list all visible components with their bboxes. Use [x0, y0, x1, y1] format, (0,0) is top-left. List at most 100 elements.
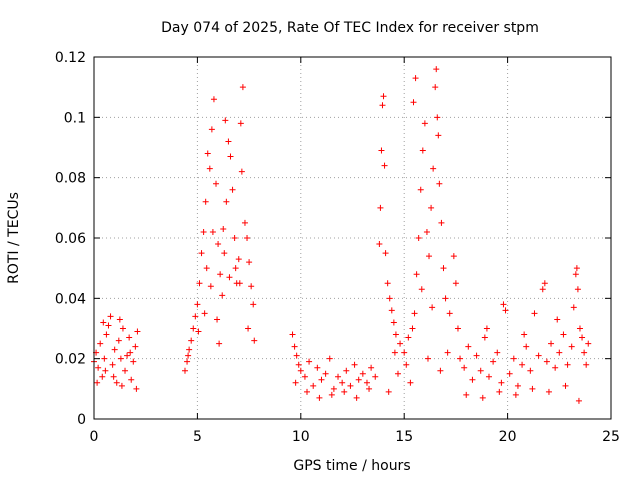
data-point — [432, 84, 439, 91]
y-tick-labels: 0 0.02 0.04 0.06 0.08 0.1 0.12 — [55, 50, 86, 428]
data-point — [435, 132, 442, 139]
data-point — [204, 150, 211, 157]
data-point — [292, 379, 299, 386]
data-point — [388, 307, 395, 314]
data-point — [102, 367, 109, 374]
data-point — [539, 286, 546, 293]
data-point — [293, 352, 300, 359]
data-point — [185, 352, 192, 359]
data-point — [418, 286, 425, 293]
data-point — [444, 349, 451, 356]
data-point — [581, 349, 588, 356]
data-point — [341, 388, 348, 395]
data-point — [220, 225, 227, 232]
data-point — [452, 280, 459, 287]
data-point — [219, 292, 226, 299]
data-point — [109, 361, 116, 368]
data-point — [133, 385, 140, 392]
data-point — [127, 349, 134, 356]
x-tick-label: 5 — [193, 429, 202, 445]
data-point — [194, 301, 201, 308]
data-point — [446, 310, 453, 317]
data-point — [412, 75, 419, 82]
data-point — [207, 283, 214, 290]
data-point — [198, 250, 205, 257]
data-point — [510, 355, 517, 362]
data-point — [306, 358, 313, 365]
data-point — [107, 313, 114, 320]
data-point — [126, 334, 133, 341]
data-point — [397, 340, 404, 347]
data-point — [562, 382, 569, 389]
y-tick-label: 0.1 — [64, 110, 86, 126]
data-point — [548, 340, 555, 347]
data-point — [401, 349, 408, 356]
data-point — [512, 391, 519, 398]
data-point — [217, 271, 224, 278]
grid-lines — [94, 57, 611, 419]
data-point — [454, 325, 461, 332]
data-point — [403, 361, 410, 368]
data-point — [552, 364, 559, 371]
data-point — [384, 280, 391, 287]
data-point — [184, 358, 191, 365]
data-point — [545, 388, 552, 395]
data-point — [380, 93, 387, 100]
data-point — [461, 364, 468, 371]
data-point — [195, 328, 202, 335]
data-point — [426, 253, 433, 260]
data-point — [188, 337, 195, 344]
data-point — [527, 367, 534, 374]
data-point — [322, 370, 329, 377]
data-point — [190, 325, 197, 332]
data-point — [134, 328, 141, 335]
data-point — [229, 186, 236, 193]
x-tick-label: 15 — [395, 429, 413, 445]
data-point — [181, 367, 188, 374]
data-point — [572, 271, 579, 278]
data-point — [382, 250, 389, 257]
data-point — [97, 340, 104, 347]
data-point — [226, 274, 233, 281]
data-point — [239, 84, 246, 91]
data-point — [433, 66, 440, 73]
x-tick-labels: 0 5 10 15 20 25 — [90, 429, 620, 445]
data-point — [221, 250, 228, 257]
data-point — [469, 376, 476, 383]
data-point — [214, 316, 221, 323]
data-point — [231, 235, 238, 241]
data-point — [583, 361, 590, 368]
data-point — [215, 241, 222, 248]
y-tick-label: 0.08 — [55, 171, 86, 187]
data-point — [110, 373, 117, 380]
data-point — [381, 162, 388, 169]
data-point — [227, 153, 234, 160]
data-point — [245, 325, 252, 332]
data-point — [519, 361, 526, 368]
data-point — [529, 385, 536, 392]
data-point — [206, 165, 213, 172]
data-point — [568, 343, 575, 350]
data-point — [208, 126, 215, 133]
data-point — [531, 310, 538, 317]
data-point — [543, 358, 550, 365]
data-point — [560, 331, 567, 338]
data-point — [535, 352, 542, 359]
data-point — [442, 295, 449, 302]
axis-ticks — [93, 56, 612, 420]
data-point — [225, 138, 232, 145]
data-point — [304, 388, 311, 395]
data-point — [440, 265, 447, 272]
data-point — [251, 337, 258, 344]
data-point — [386, 295, 393, 302]
data-point — [465, 343, 472, 350]
data-point — [391, 349, 398, 356]
data-point — [407, 379, 414, 386]
data-point — [573, 265, 580, 272]
data-point — [100, 319, 107, 326]
data-point — [436, 180, 443, 187]
data-point — [244, 235, 251, 241]
data-point — [419, 147, 426, 154]
data-point — [116, 316, 123, 323]
